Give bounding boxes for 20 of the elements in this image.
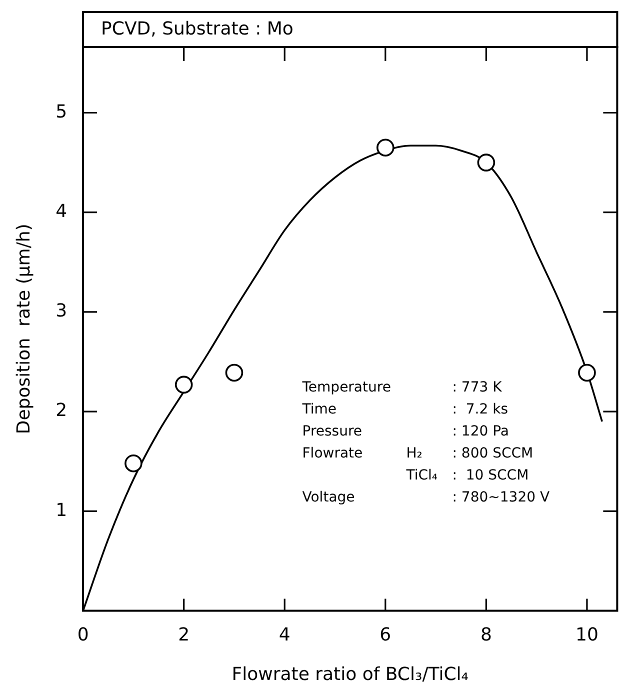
chart-title: PCVD, Substrate : Mo	[101, 18, 294, 40]
text: Voltage : 780~1320 V	[302, 490, 550, 506]
text: Temperature : 773 K	[302, 380, 502, 396]
y-tick-label: 5	[56, 101, 68, 122]
text: Time : 7.2 ks	[302, 402, 508, 418]
text: Pressure : 120 Pa	[302, 424, 509, 440]
annotation: TiCl₄ : 10 SCCM	[405, 468, 529, 484]
x-tick-label: 10	[576, 624, 598, 646]
x-tick-label: 4	[278, 624, 290, 646]
x-tick-label: 2	[178, 624, 190, 646]
y-tick-label: 4	[56, 201, 68, 222]
y-axis-title: Deposition rate (µm/h)	[13, 224, 34, 434]
y-tick-label: 3	[56, 300, 68, 322]
x-tick-label: 0	[77, 624, 89, 646]
x-tick-label: 6	[380, 624, 392, 646]
y-tick-label: 2	[56, 400, 68, 422]
y-tick-label: 1	[56, 500, 68, 521]
text: Flowrate H₂ : 800 SCCM	[302, 446, 534, 462]
x-axis-title: Flowrate ratio of BCl₃/TiCl₄	[232, 664, 469, 685]
x-tick-label: 8	[480, 624, 492, 646]
